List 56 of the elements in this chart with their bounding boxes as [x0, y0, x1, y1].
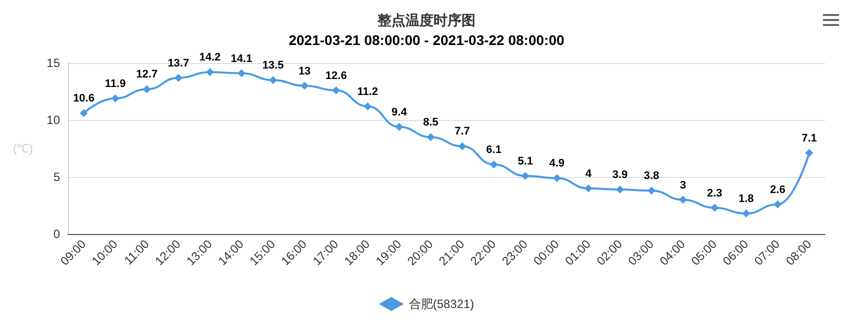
legend-label: 合肥(58321): [408, 297, 474, 311]
data-label: 7.7: [454, 126, 470, 138]
point: [300, 82, 309, 90]
y-tick-label: 5: [53, 170, 60, 184]
data-label: 2.6: [770, 184, 786, 196]
data-label: 9.4: [392, 106, 408, 118]
data-label: 7.1: [802, 132, 817, 145]
y-tick-label: 10: [46, 113, 60, 127]
data-label: 6.1: [486, 144, 502, 156]
point: [426, 133, 435, 142]
point: [742, 209, 750, 218]
point: [774, 200, 782, 208]
data-label: 11.2: [357, 86, 378, 98]
data-label: 3: [680, 179, 686, 192]
point: [552, 174, 561, 182]
data-label: 13.5: [262, 60, 284, 72]
point: [364, 102, 372, 110]
data-label: 12.7: [136, 68, 158, 81]
y-axis-title: (℃): [13, 142, 33, 156]
data-label: 11.9: [104, 78, 126, 90]
point: [332, 86, 340, 94]
data-label: 4.9: [549, 158, 565, 170]
point: [206, 68, 214, 76]
point: [710, 204, 719, 212]
data-label: 14.1: [230, 52, 252, 65]
point: [111, 94, 120, 102]
chart-title: 整点温度时序图: [376, 12, 476, 28]
data-label: 13: [298, 65, 311, 78]
point: [174, 74, 182, 82]
data-label: 12.6: [325, 70, 347, 82]
data-label: 3.9: [612, 169, 628, 182]
data-label: 1.8: [738, 192, 754, 205]
point: [584, 184, 592, 192]
data-label: 10.6: [73, 92, 94, 105]
data-label: 2.3: [706, 187, 722, 200]
data-label: 14.2: [199, 52, 221, 64]
data-label: 3.8: [644, 170, 660, 182]
point: [237, 69, 246, 78]
point: [269, 76, 278, 84]
point: [142, 85, 151, 94]
data-label: 13.7: [168, 57, 190, 70]
point: [805, 149, 814, 158]
point: [521, 172, 530, 180]
y-tick-label: 15: [46, 56, 60, 70]
point: [490, 160, 498, 168]
data-label: 5.1: [518, 155, 534, 168]
point: [395, 122, 404, 131]
chart-subtitle: 2021-03-21 08:00:00 - 2021-03-22 08:00:00: [288, 32, 564, 48]
point: [458, 142, 466, 150]
data-label: 4: [585, 168, 592, 180]
data-label: 8.5: [423, 116, 438, 129]
point: [80, 109, 88, 118]
point: [679, 196, 688, 204]
point: [616, 186, 624, 194]
y-tick-label: 0: [53, 227, 60, 241]
point: [648, 186, 656, 195]
